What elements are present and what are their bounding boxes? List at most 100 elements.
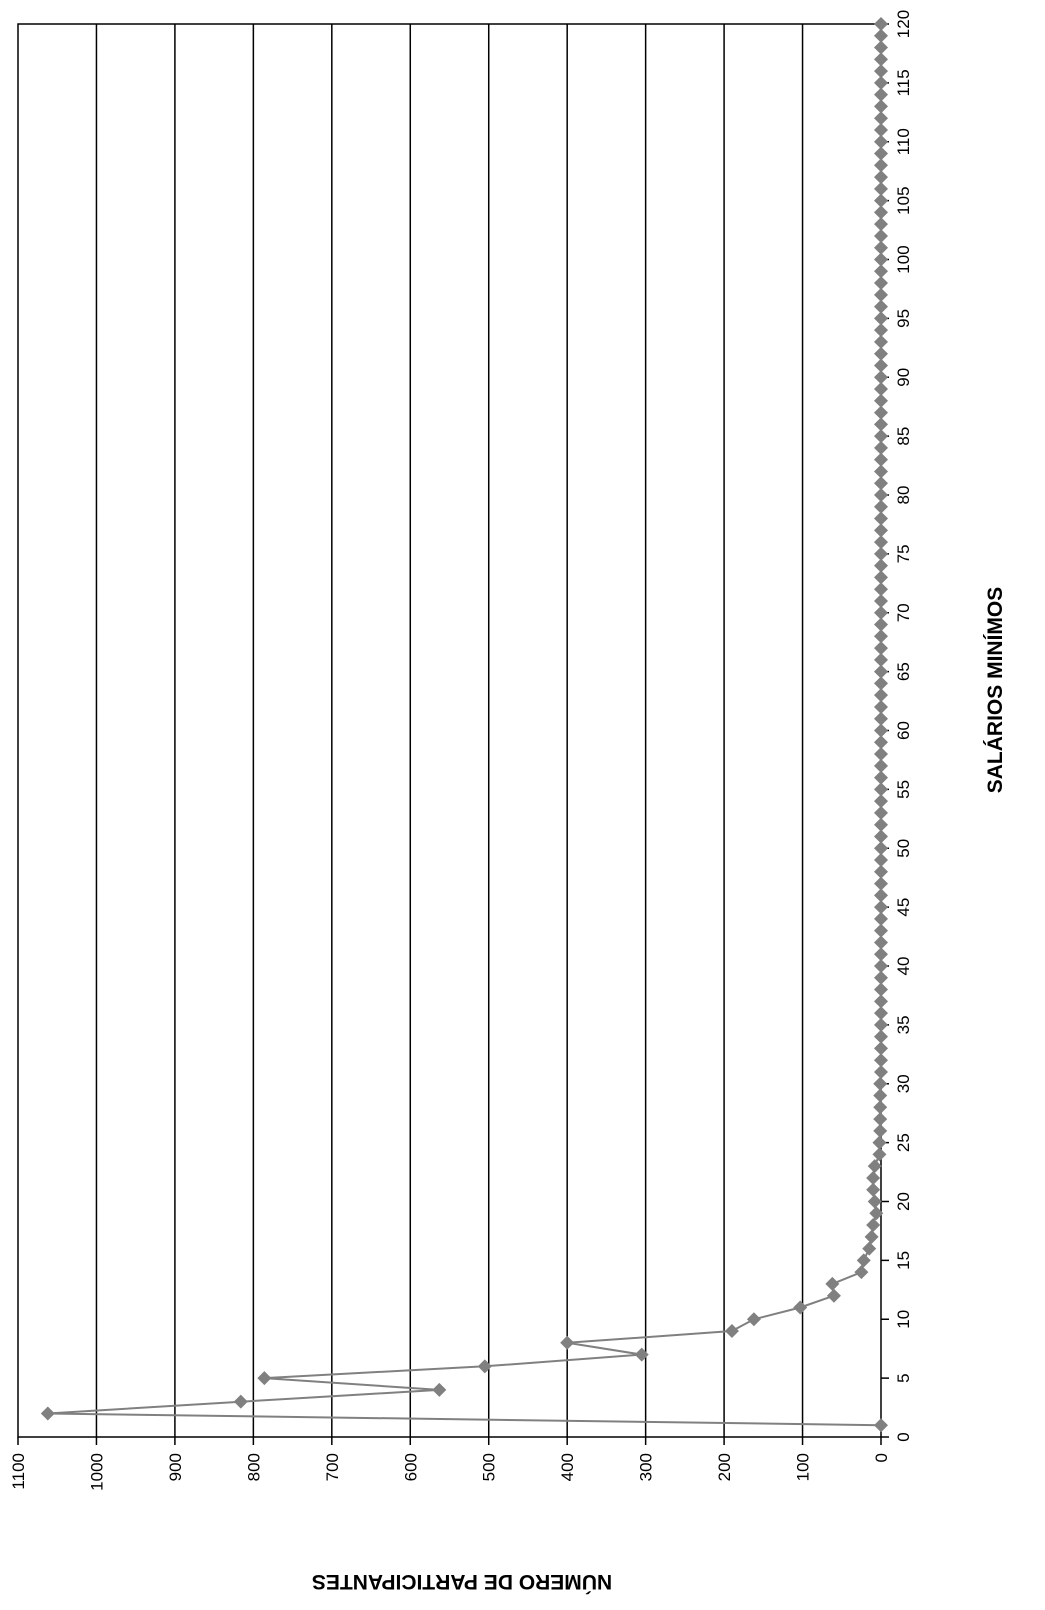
x-tick-label-20: 20 <box>894 1192 913 1211</box>
data-point-110 <box>874 134 888 149</box>
data-point-39 <box>874 970 888 985</box>
data-point-79 <box>874 499 888 514</box>
data-point-99 <box>874 264 888 279</box>
data-point-58 <box>874 747 888 762</box>
x-tick-label-90: 90 <box>894 368 913 387</box>
x-tick-label-5: 5 <box>894 1373 913 1382</box>
data-point-97 <box>874 287 888 302</box>
x-tick-label-85: 85 <box>894 427 913 446</box>
data-point-60 <box>874 723 888 738</box>
data-point-1 <box>874 1418 888 1433</box>
data-point-120 <box>874 17 888 31</box>
data-point-43 <box>874 923 888 938</box>
data-point-85 <box>874 429 888 444</box>
data-point-29 <box>873 1088 888 1103</box>
data-point-57 <box>874 758 888 773</box>
data-point-66 <box>874 652 888 667</box>
y-axis: 0 100 200 300 400 500 600 700 800 900 1000 1100 <box>9 1437 891 1491</box>
data-point-31 <box>874 1064 888 1079</box>
data-point-76 <box>874 535 888 550</box>
y-tick-label-1100: 1100 <box>9 1453 28 1490</box>
data-point-27 <box>873 1112 888 1127</box>
data-point-17 <box>864 1229 879 1244</box>
data-point-22 <box>866 1170 881 1185</box>
data-point-106 <box>874 181 888 196</box>
y-tick-label-700: 700 <box>323 1453 342 1481</box>
data-point-34 <box>874 1029 888 1044</box>
data-point-59 <box>874 735 888 750</box>
data-point-81 <box>874 476 888 491</box>
data-point-37 <box>874 994 888 1009</box>
x-axis: 0 5 10 15 20 25 30 35 40 45 50 55 60 65 70 75 80 85 90 95 10… <box>881 10 913 1442</box>
data-point-108 <box>874 158 888 173</box>
data-point-63 <box>874 688 888 703</box>
y-tick-label-1000: 1000 <box>87 1453 106 1491</box>
data-point-2 <box>40 1406 55 1421</box>
data-point-80 <box>874 488 888 502</box>
data-point-98 <box>874 276 888 291</box>
x-tick-label-80: 80 <box>894 486 913 505</box>
y-tick-label-300: 300 <box>637 1453 656 1481</box>
data-point-56 <box>874 770 888 785</box>
data-point-11 <box>793 1300 808 1315</box>
data-point-14 <box>854 1265 869 1280</box>
x-tick-label-40: 40 <box>894 957 913 976</box>
x-tick-label-70: 70 <box>894 603 913 622</box>
data-point-71 <box>874 593 888 608</box>
data-point-114 <box>874 87 888 102</box>
data-point-23 <box>867 1159 882 1174</box>
data-point-111 <box>874 122 888 137</box>
y-tick-label-900: 900 <box>166 1453 185 1481</box>
data-point-62 <box>874 699 888 714</box>
data-point-101 <box>874 240 888 255</box>
data-point-51 <box>874 829 888 844</box>
y-tick-label-600: 600 <box>401 1453 420 1481</box>
data-point-44 <box>874 911 888 926</box>
data-point-94 <box>874 323 888 338</box>
x-tick-label-120: 120 <box>894 10 913 38</box>
y-tick-label-800: 800 <box>244 1453 263 1481</box>
plot-area <box>17 23 882 1438</box>
data-point-46 <box>874 888 888 903</box>
data-point-49 <box>874 853 888 868</box>
x-axis-title: SALÁRIOS MINÍMOS <box>984 587 1007 794</box>
data-point-113 <box>874 99 888 114</box>
data-point-89 <box>874 382 888 397</box>
data-point-92 <box>874 346 888 361</box>
data-point-104 <box>874 205 888 220</box>
data-point-87 <box>874 405 888 420</box>
data-point-118 <box>874 40 888 55</box>
data-point-64 <box>874 676 888 691</box>
x-tick-label-15: 15 <box>894 1251 913 1270</box>
data-point-21 <box>866 1182 881 1197</box>
data-point-30 <box>873 1076 888 1091</box>
data-point-96 <box>874 299 888 314</box>
data-point-18 <box>866 1218 881 1233</box>
data-point-75 <box>874 546 888 561</box>
x-tick-label-105: 105 <box>894 186 913 214</box>
data-point-90 <box>874 370 888 385</box>
data-point-47 <box>874 876 888 891</box>
x-tick-label-95: 95 <box>894 309 913 328</box>
data-point-73 <box>874 570 888 585</box>
data-point-86 <box>874 417 888 432</box>
data-point-13 <box>825 1276 840 1291</box>
data-point-38 <box>874 982 888 997</box>
x-tick-label-25: 25 <box>894 1133 913 1152</box>
data-point-112 <box>874 111 888 126</box>
x-tick-label-0: 0 <box>894 1432 913 1441</box>
data-point-3 <box>233 1394 248 1409</box>
data-point-19 <box>869 1206 884 1221</box>
data-point-116 <box>874 64 888 79</box>
data-point-68 <box>874 629 888 644</box>
data-point-6 <box>477 1359 492 1374</box>
y-tick-label-400: 400 <box>558 1453 577 1481</box>
data-point-88 <box>874 393 888 408</box>
series-participantes <box>40 17 888 1433</box>
data-point-61 <box>874 711 888 726</box>
data-point-45 <box>874 900 888 915</box>
data-point-36 <box>874 1006 888 1021</box>
data-point-7 <box>634 1347 649 1362</box>
data-point-26 <box>873 1123 888 1138</box>
